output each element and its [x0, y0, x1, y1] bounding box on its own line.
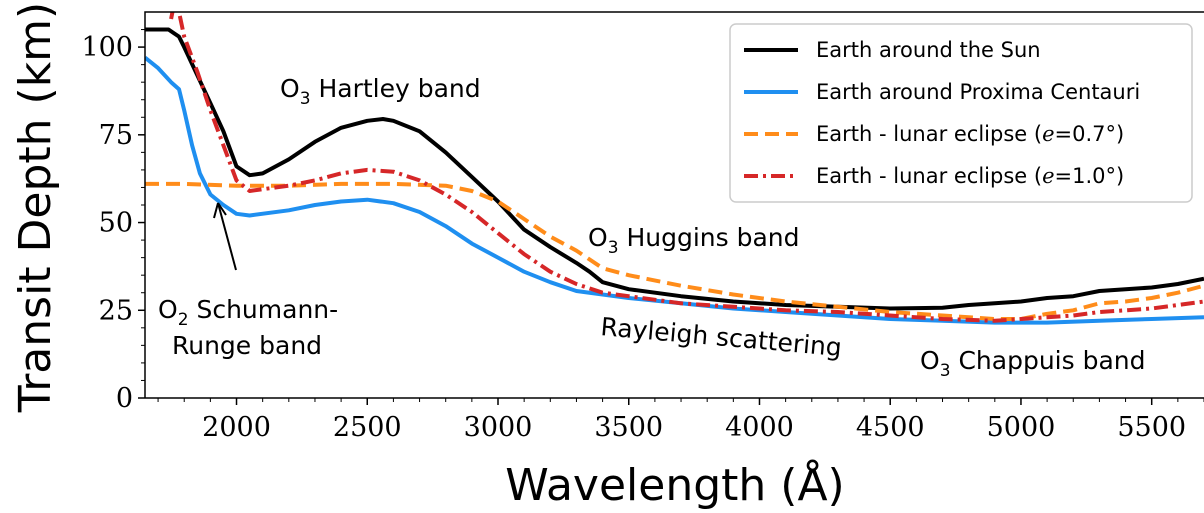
x-tick-label: 3500 [594, 412, 663, 443]
series-line-1 [145, 27, 1204, 311]
legend-label: Earth around the Sun [816, 38, 1041, 62]
annotation-label: Runge band [172, 331, 322, 360]
annotation-label: O2 Schumann- [158, 295, 338, 330]
axes-frame [144, 11, 1204, 398]
legend-label: Earth - lunar eclipse (e=0.7°) [816, 122, 1124, 146]
series-line-3 [145, 181, 1204, 321]
plot-area [145, 12, 1204, 325]
x-tick-label: 4000 [725, 412, 794, 443]
x-tick-label: 2500 [333, 412, 402, 443]
annotation-label: O3 Huggins band [588, 223, 800, 258]
annotation-label: O3 Hartley band [280, 74, 481, 109]
y-tick-label: 100 [81, 32, 133, 63]
y-tick-label: 75 [99, 120, 133, 151]
x-tick-label: 2000 [202, 412, 271, 443]
axes: 2000 2500 3000 3500 4000 4500 5000 5500 0 25 50 75 1… [81, 11, 1204, 443]
annotation-arrowhead [213, 202, 227, 219]
legend: Earth around the Sun Earth around Proxima… [729, 23, 1193, 203]
x-tick-label: 5000 [987, 412, 1056, 443]
y-tick-label: 50 [99, 208, 133, 239]
annotation-arrow [217, 202, 237, 271]
x-tick-label: 5500 [1117, 412, 1186, 443]
y-tick-label: 25 [99, 295, 133, 326]
series-line-4 [169, 12, 1204, 323]
legend-box [729, 23, 1193, 203]
y-tick-label: 0 [116, 383, 133, 414]
y-axis-label: Transit Depth (km) [10, 2, 61, 413]
legend-label: Earth around Proxima Centauri [816, 80, 1140, 104]
x-axis-label: Wavelength (Å) [505, 458, 844, 511]
legend-label: Earth - lunar eclipse (e=1.0°) [816, 164, 1124, 188]
x-tick-label: 4500 [856, 412, 925, 443]
x-tick-label: 3000 [464, 412, 533, 443]
annotation-label: O3 Chappuis band [920, 346, 1146, 381]
annotation-label: Rayleigh scattering [599, 312, 842, 362]
series-line-2 [145, 56, 1204, 325]
